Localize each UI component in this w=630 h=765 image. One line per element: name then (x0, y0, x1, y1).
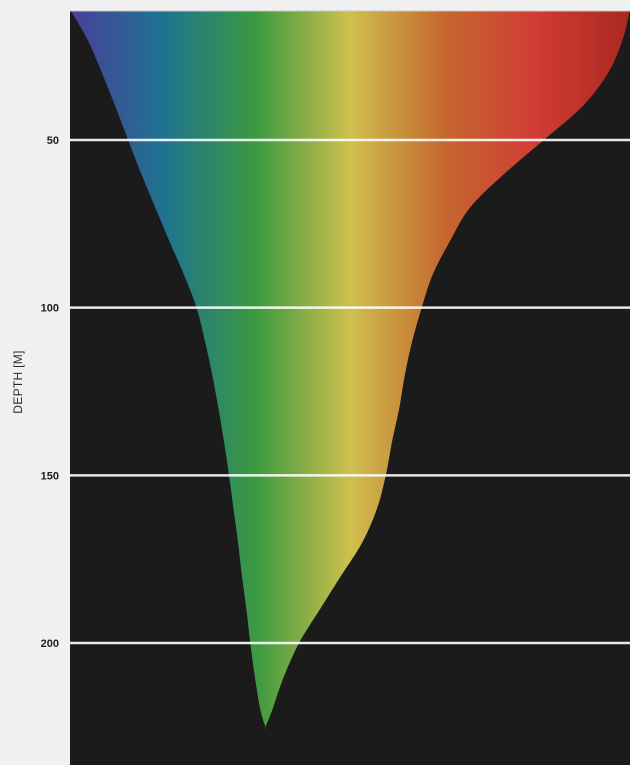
gridlines (70, 10, 630, 645)
y-tick-label-50: 50 (47, 135, 59, 147)
y-axis-label: DEPTH [M] (11, 350, 25, 414)
y-tick-label-200: 200 (41, 638, 59, 650)
y-tick-label-150: 150 (41, 470, 59, 482)
y-tick-labels: 50 100 150 200 (41, 135, 59, 650)
y-tick-label-100: 100 (41, 303, 59, 315)
